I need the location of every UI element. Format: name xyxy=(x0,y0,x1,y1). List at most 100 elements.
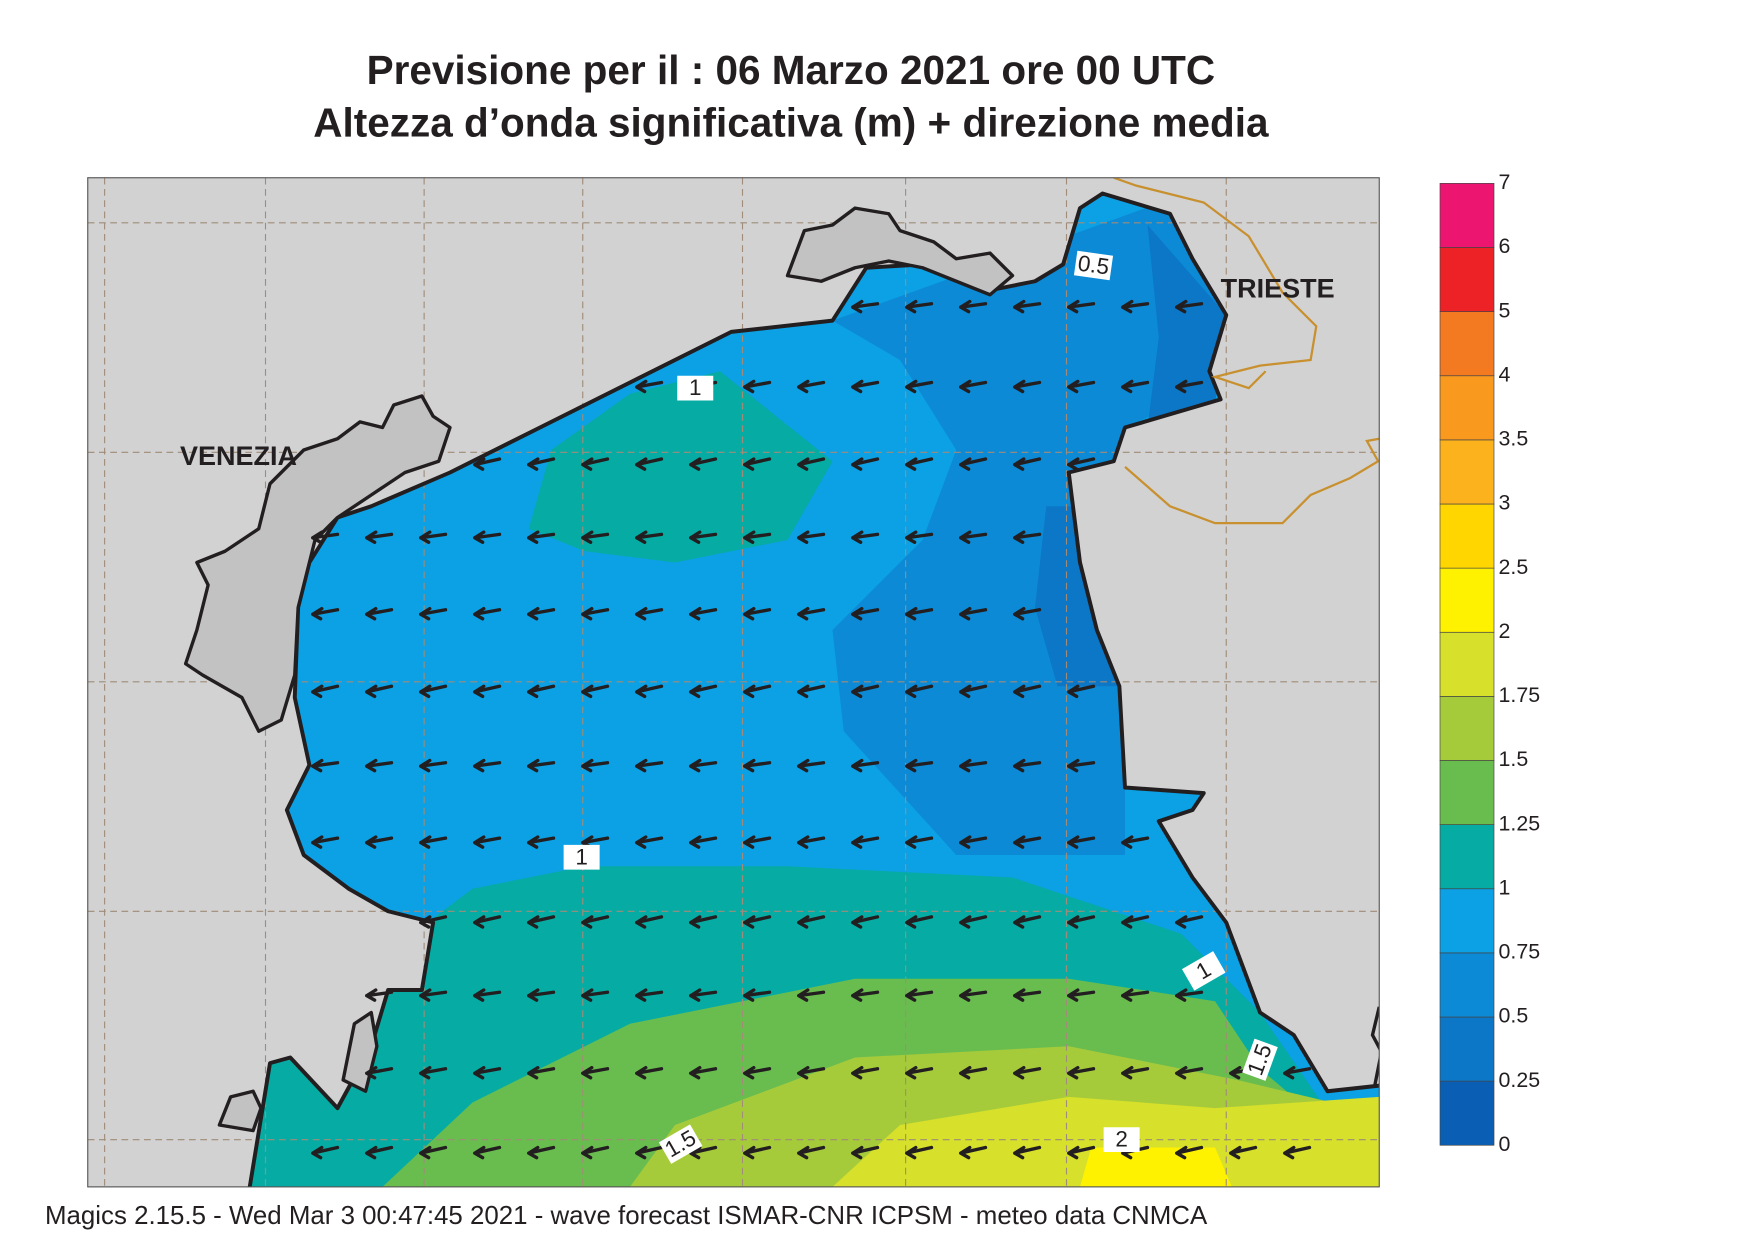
contour-label-text: 2 xyxy=(1115,1127,1128,1152)
arrow xyxy=(581,530,610,544)
contour-label-text: 0.5 xyxy=(1076,251,1110,280)
arrow xyxy=(527,1065,556,1080)
arrow xyxy=(581,684,610,699)
arrow xyxy=(851,1145,880,1160)
arrow xyxy=(1067,379,1096,394)
arrow xyxy=(473,835,502,849)
arrow xyxy=(797,835,826,849)
arrow xyxy=(1013,1065,1042,1080)
arrow xyxy=(635,915,664,929)
arrow xyxy=(581,758,610,773)
arrow xyxy=(851,1065,880,1080)
arrow xyxy=(689,758,718,773)
arrow xyxy=(419,915,448,929)
arrow xyxy=(635,758,664,773)
arrow xyxy=(851,457,880,471)
arrow xyxy=(1013,457,1042,471)
arrow xyxy=(851,606,880,621)
colorbar-box xyxy=(1439,952,1495,1018)
arrow xyxy=(1229,1145,1258,1160)
arrow xyxy=(851,988,880,1002)
arrow xyxy=(419,530,448,544)
arrow xyxy=(959,758,988,773)
arrow xyxy=(1013,684,1042,699)
arrow xyxy=(1175,1145,1204,1160)
arrow xyxy=(635,684,664,699)
colorbar-label: 5 xyxy=(1499,298,1511,322)
wave-band xyxy=(1147,225,1227,428)
colorbar-label: 0 xyxy=(1499,1132,1511,1156)
arrow xyxy=(743,606,772,621)
arrow xyxy=(527,530,556,544)
contour-label-bg xyxy=(1073,250,1114,281)
arrow xyxy=(635,606,664,621)
arrow xyxy=(1013,758,1042,773)
arrow xyxy=(959,915,988,929)
arrow xyxy=(851,758,880,773)
arrow xyxy=(905,1145,934,1160)
arrow xyxy=(1175,988,1204,1002)
arrow xyxy=(905,299,934,314)
arrow xyxy=(959,379,988,394)
arrow xyxy=(743,758,772,773)
arrow xyxy=(635,379,664,394)
arrow xyxy=(473,988,502,1002)
colorbar: 0 0.25 0.5 0.75 1 1.25 1.5 1.75 2 2.5 3 3.5 4 5 6 7 xyxy=(1439,170,1541,1156)
arrow xyxy=(1283,1145,1312,1160)
arrow xyxy=(959,457,988,471)
arrow xyxy=(1067,457,1096,471)
arrow xyxy=(1067,684,1096,699)
arrow xyxy=(959,988,988,1002)
contour-label-text: 1 xyxy=(575,844,588,869)
colorbar-label: 1.75 xyxy=(1499,683,1541,707)
arrow xyxy=(473,530,502,544)
arrow xyxy=(689,606,718,621)
colorbar-box xyxy=(1439,503,1495,569)
arrow xyxy=(419,684,448,699)
arrow xyxy=(365,758,394,773)
arrow xyxy=(1121,835,1150,849)
arrow xyxy=(1013,606,1042,621)
colorbar-label: 0.25 xyxy=(1499,1068,1541,1092)
arrow xyxy=(1121,988,1150,1002)
arrow xyxy=(527,457,556,471)
city-label: TRIESTE xyxy=(1221,273,1335,303)
arrow xyxy=(473,1065,502,1080)
arrow xyxy=(1175,915,1204,929)
contour-label-bg xyxy=(1181,951,1226,991)
arrow xyxy=(419,606,448,621)
arrow xyxy=(581,1065,610,1080)
arrow xyxy=(635,457,664,471)
wave-band xyxy=(832,193,1249,855)
arrow xyxy=(527,758,556,773)
arrow xyxy=(689,988,718,1002)
arrow xyxy=(527,835,556,849)
arrow xyxy=(797,1065,826,1080)
arrow xyxy=(797,606,826,621)
colorbar-label: 7 xyxy=(1499,170,1511,194)
wave-direction-arrows xyxy=(311,299,1312,1160)
colorbar-box xyxy=(1439,696,1495,761)
arrow xyxy=(365,835,394,849)
arrow xyxy=(365,530,394,544)
arrow xyxy=(1067,1065,1096,1080)
arrow xyxy=(311,758,340,773)
arrow xyxy=(959,1065,988,1080)
arrow xyxy=(905,457,934,471)
colorbar-label: 1.5 xyxy=(1499,747,1529,771)
arrow xyxy=(743,988,772,1002)
arrow xyxy=(797,758,826,773)
arrow xyxy=(527,988,556,1002)
contour-label-bg xyxy=(563,844,600,870)
arrow xyxy=(1013,379,1042,394)
contour-label: 1 xyxy=(677,375,714,401)
colorbar-box xyxy=(1439,1080,1495,1146)
arrow xyxy=(419,835,448,849)
contour-label-bg xyxy=(1242,1038,1278,1081)
wave-band xyxy=(528,371,833,563)
arrow xyxy=(1013,299,1042,314)
colorbar-label: 2.5 xyxy=(1499,555,1529,579)
arrow xyxy=(419,758,448,773)
